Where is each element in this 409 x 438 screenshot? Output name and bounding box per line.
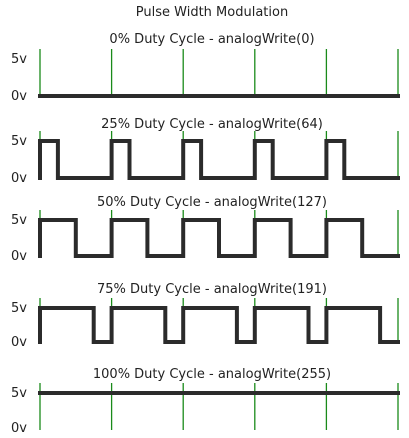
panel-caption: 100% Duty Cycle - analogWrite(255) xyxy=(93,367,331,382)
panel-caption: 50% Duty Cycle - analogWrite(127) xyxy=(97,195,327,210)
panel-caption: 0% Duty Cycle - analogWrite(0) xyxy=(109,32,314,47)
label-5v: 5v xyxy=(11,134,27,149)
label-5v: 5v xyxy=(11,52,27,67)
label-5v: 5v xyxy=(11,213,27,228)
pwm-waveform xyxy=(38,218,400,258)
pwm-panel-4: 75% Duty Cycle - analogWrite(191) 5v 0v xyxy=(11,282,400,350)
pwm-waveform xyxy=(38,139,400,180)
pwm-panel-5: 100% Duty Cycle - analogWrite(255) 5v 0v xyxy=(11,367,400,436)
label-0v: 0v xyxy=(11,249,27,264)
pwm-panel-2: 25% Duty Cycle - analogWrite(64) 5v 0v xyxy=(11,117,400,186)
label-0v: 0v xyxy=(11,335,27,350)
label-0v: 0v xyxy=(11,89,27,104)
diagram-title: Pulse Width Modulation xyxy=(136,5,288,20)
pwm-panel-3: 50% Duty Cycle - analogWrite(127) 5v 0v xyxy=(11,195,400,264)
label-0v: 0v xyxy=(11,421,27,436)
panel-caption: 75% Duty Cycle - analogWrite(191) xyxy=(97,282,327,297)
label-5v: 5v xyxy=(11,301,27,316)
pwm-panel-1: 0% Duty Cycle - analogWrite(0) 5v 0v xyxy=(11,32,400,104)
pwm-waveform xyxy=(38,306,400,344)
panel-caption: 25% Duty Cycle - analogWrite(64) xyxy=(101,117,323,132)
label-5v: 5v xyxy=(11,386,27,401)
label-0v: 0v xyxy=(11,171,27,186)
